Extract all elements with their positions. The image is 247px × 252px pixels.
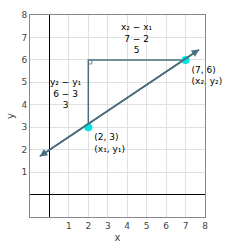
svg-text:4: 4 [21,100,27,110]
svg-text:(2, 3)(x₁, y₁): (2, 3)(x₁, y₁) [94,132,125,154]
svg-text:3: 3 [105,221,111,231]
svg-text:(7, 6)(x₂, y₂): (7, 6)(x₂, y₂) [192,65,223,87]
svg-text:x: x [115,232,121,243]
svg-text:6: 6 [163,221,169,231]
svg-text:y₂ − y₁6 − 33: y₂ − y₁6 − 33 [50,77,82,110]
svg-text:2: 2 [21,145,27,155]
svg-text:2: 2 [85,221,91,231]
svg-text:3: 3 [21,122,27,132]
svg-text:8: 8 [21,10,27,20]
svg-text:1: 1 [21,167,27,177]
svg-text:5: 5 [21,77,27,87]
svg-text:7: 7 [21,33,27,43]
svg-text:x₂ − x₁7 − 25: x₂ − x₁7 − 25 [121,22,153,55]
svg-text:7: 7 [183,221,189,231]
svg-text:1: 1 [66,221,72,231]
svg-text:8: 8 [202,221,208,231]
svg-text:4: 4 [124,221,130,231]
svg-text:y: y [5,113,16,119]
svg-text:6: 6 [21,55,27,65]
svg-text:5: 5 [144,221,150,231]
